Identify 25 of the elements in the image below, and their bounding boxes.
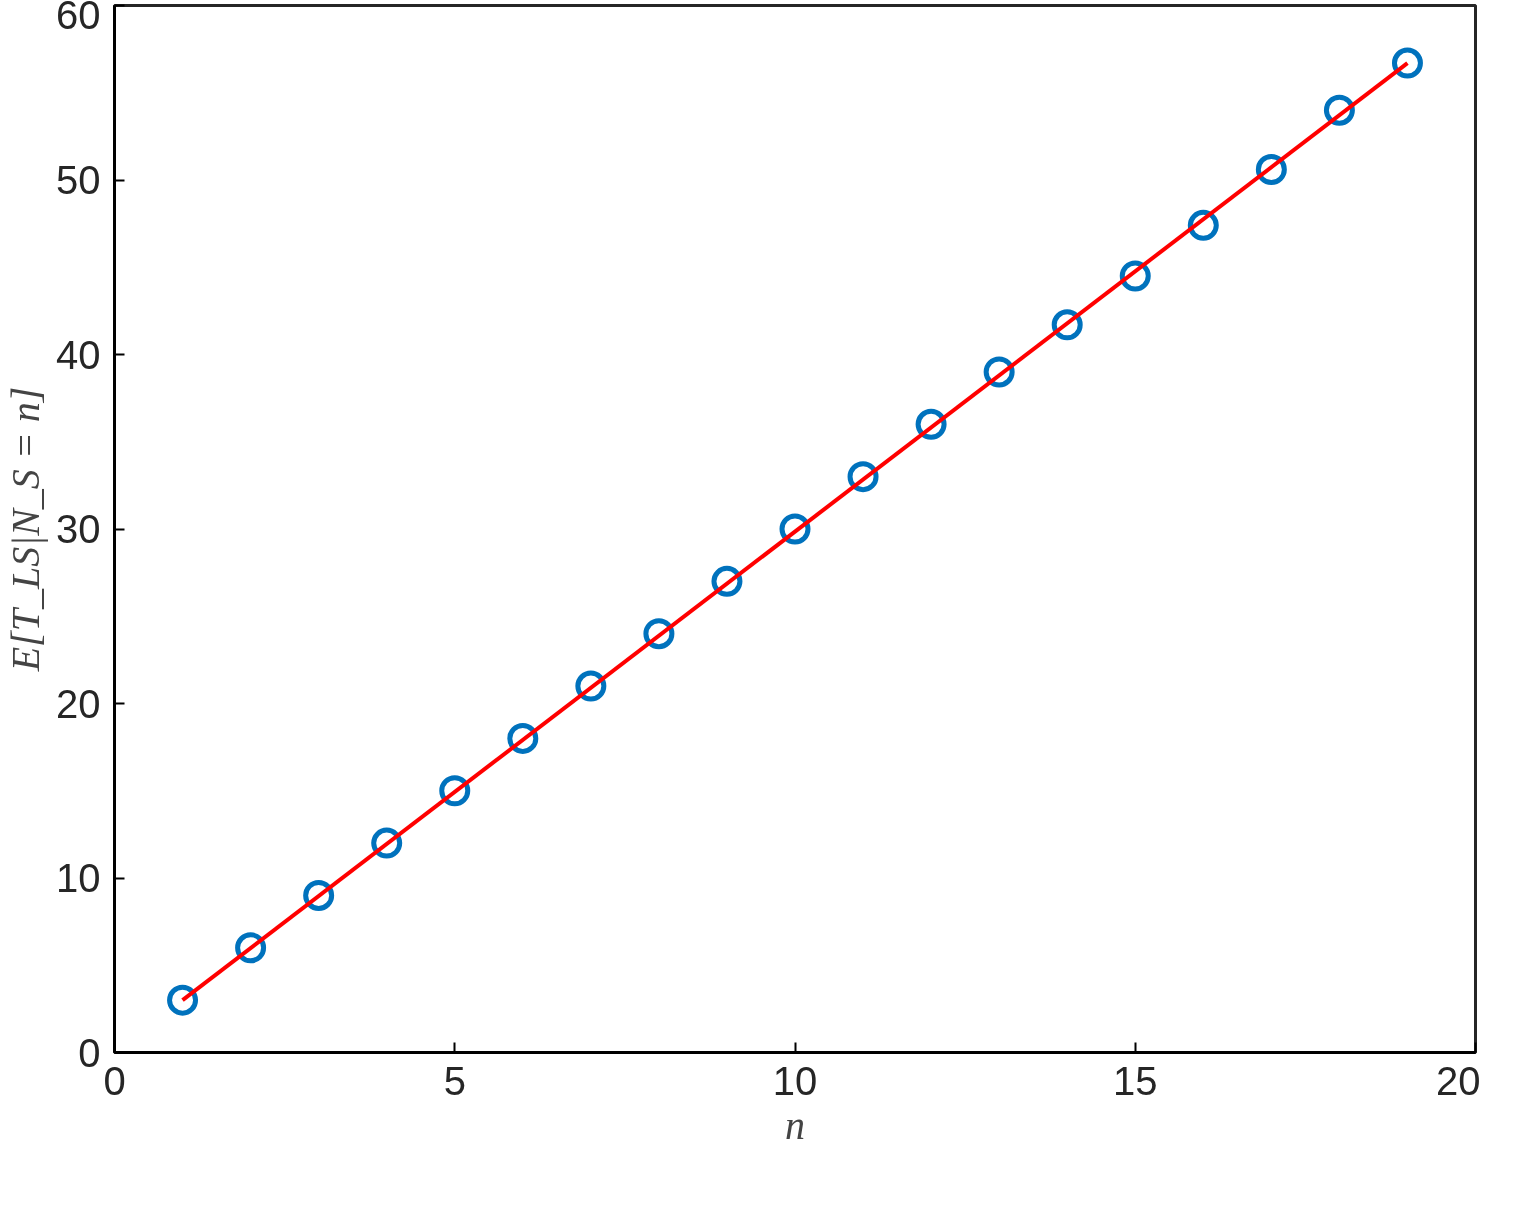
y-tick-label: 10 bbox=[56, 856, 101, 900]
y-tick-label: 20 bbox=[56, 681, 101, 726]
point bbox=[847, 461, 879, 493]
y-tick-label: 60 bbox=[56, 0, 101, 37]
x-tick-label: 5 bbox=[443, 1058, 466, 1103]
y-tick-label: 50 bbox=[56, 158, 101, 202]
point bbox=[439, 775, 471, 807]
point bbox=[643, 618, 675, 650]
x-tick-label: 20 bbox=[1436, 1058, 1481, 1103]
point bbox=[371, 827, 403, 859]
point bbox=[1187, 209, 1219, 241]
point bbox=[1391, 47, 1423, 79]
point bbox=[235, 932, 267, 964]
point bbox=[1051, 309, 1083, 341]
y-tick-label: 30 bbox=[56, 507, 101, 551]
y-tick-label: 0 bbox=[78, 1030, 101, 1075]
point bbox=[167, 984, 199, 1016]
point bbox=[507, 722, 539, 754]
point bbox=[575, 670, 607, 702]
x-tick-label: 15 bbox=[1113, 1058, 1158, 1103]
y-tick-label: 40 bbox=[56, 332, 101, 377]
x-axis-title: n bbox=[785, 1102, 805, 1148]
y-axis-title: E[T_LS|N_S = n] bbox=[3, 386, 49, 673]
x-tick-label: 10 bbox=[772, 1058, 818, 1103]
point bbox=[303, 879, 335, 911]
